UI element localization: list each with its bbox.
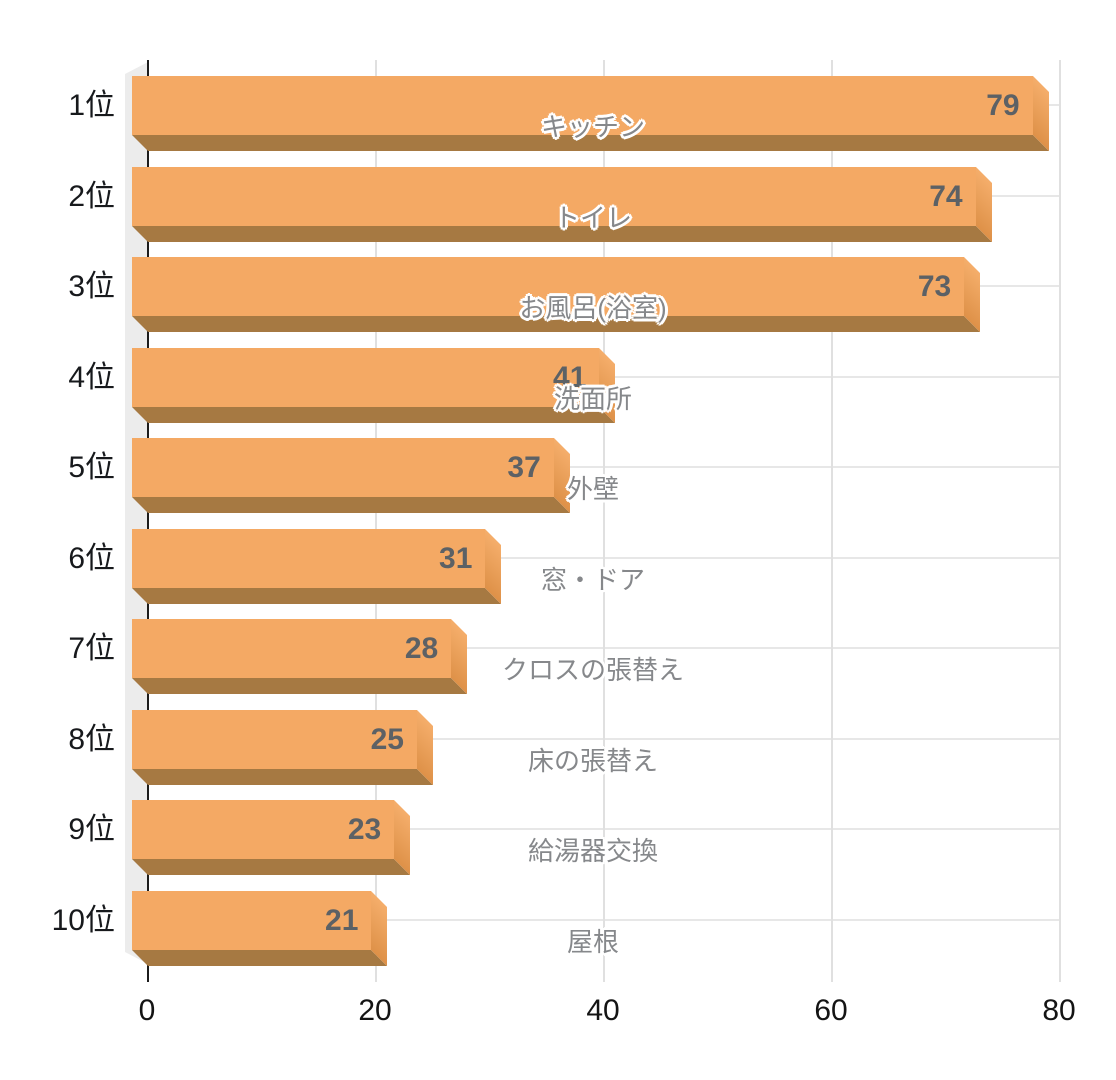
bar-front-face: 37 [132, 438, 554, 497]
value-axis-baseline [147, 60, 149, 982]
category-label: クロスの張替え [501, 655, 684, 685]
rank-label: 2位 [68, 179, 115, 213]
bar[interactable]: 23 [132, 800, 411, 875]
bar-value-label: 41 [553, 360, 587, 394]
vertical-gridline [603, 60, 605, 982]
bar-front-face: 79 [132, 76, 1033, 135]
bar-front-face: 41 [132, 347, 600, 407]
bar-row: 7位 28 クロスの張替え [0, 619, 1116, 710]
bar[interactable]: 37 [132, 438, 570, 513]
bar-value-label: 23 [347, 813, 382, 846]
bar[interactable]: 28 [132, 619, 468, 694]
bar[interactable]: 74 [132, 166, 992, 242]
bar-row: 1位 79 キッチン [0, 76, 1116, 167]
rank-label: 10位 [51, 903, 115, 937]
x-axis-tick-label: 0 [138, 994, 156, 1027]
bar-row: 3位 73 お風呂(浴室) [0, 257, 1116, 348]
category-label: 屋根 [566, 926, 619, 957]
category-label: 窓・ドア [540, 564, 645, 595]
bar-front-face: 31 [132, 528, 486, 588]
category-label: キッチン [540, 112, 645, 142]
bar-value-label: 79 [986, 89, 1020, 122]
category-label: 洗面所 [553, 383, 632, 414]
vertical-gridline [375, 60, 377, 982]
x-axis-tick-label: 40 [586, 994, 620, 1027]
rank-label: 1位 [68, 89, 115, 122]
bar-front-face: 25 [132, 709, 417, 769]
bar[interactable]: 25 [132, 709, 433, 785]
bar-value-label: 21 [325, 903, 359, 937]
x-axis-tick-label: 80 [1042, 994, 1076, 1027]
bar-row: 10位 21 屋根 [0, 890, 1116, 982]
rank-label: 3位 [68, 270, 115, 303]
bar-front-face: 23 [132, 800, 395, 859]
bar-row: 9位 23 給湯器交換 [0, 800, 1116, 891]
rank-label: 8位 [68, 722, 115, 756]
vertical-gridline [1059, 60, 1061, 982]
bar-value-label: 74 [929, 179, 963, 213]
bar-row: 6位 31 窓・ドア [0, 528, 1116, 620]
category-label: トイレ [553, 202, 632, 233]
category-label: お風呂(浴室) [519, 293, 667, 323]
bar-front-face: 21 [132, 890, 372, 950]
rank-label: 4位 [68, 360, 115, 394]
bar[interactable]: 79 [132, 76, 1049, 151]
x-axis-tick-label: 20 [358, 994, 392, 1027]
bar[interactable]: 41 [132, 347, 616, 423]
bar-front-face: 73 [132, 257, 965, 316]
vertical-gridline [831, 60, 833, 982]
category-label: 給湯器交換 [527, 836, 658, 866]
bar-row: 2位 74 トイレ [0, 166, 1116, 258]
x-axis-tick-label: 60 [814, 994, 848, 1027]
bar-value-label: 25 [370, 722, 404, 756]
bar-row: 4位 41 洗面所 [0, 347, 1116, 439]
bar-value-label: 37 [507, 451, 541, 484]
bar-front-face: 28 [132, 619, 452, 678]
bar-row: 8位 25 床の張替え [0, 709, 1116, 801]
bar-value-label: 73 [917, 270, 952, 303]
bar-row: 5位 37 外壁 [0, 438, 1116, 529]
rank-label: 9位 [68, 813, 115, 846]
bar-value-label: 31 [439, 541, 473, 575]
category-label: 外壁 [566, 474, 619, 504]
bar[interactable]: 21 [132, 890, 388, 966]
rank-label: 6位 [68, 541, 115, 575]
category-label: 床の張替え [527, 745, 658, 776]
bar[interactable]: 73 [132, 257, 981, 332]
bar-front-face: 74 [132, 166, 976, 226]
bar[interactable]: 31 [132, 528, 502, 604]
rank-label: 5位 [68, 451, 115, 484]
rank-label: 7位 [68, 632, 115, 665]
bar-value-label: 28 [404, 632, 439, 665]
